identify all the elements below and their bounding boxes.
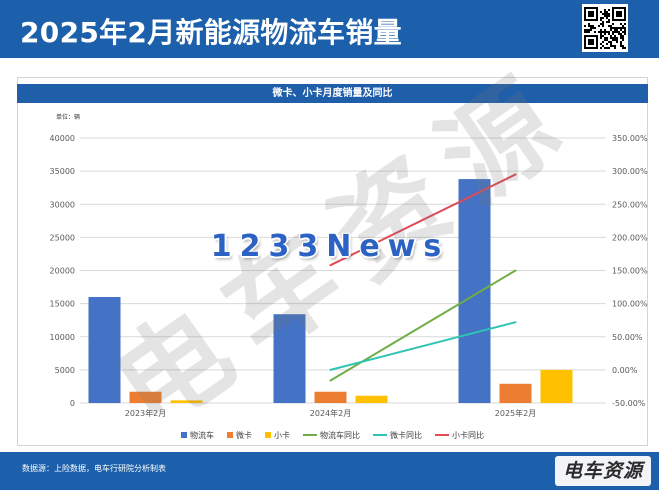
legend-swatch: [227, 432, 233, 438]
y2-axis-tick-label: 200.00%: [612, 233, 648, 242]
bar-series2-cat2: [540, 369, 573, 403]
header-banner: 2025年2月新能源物流车销量: [0, 0, 659, 58]
line-series5: [329, 173, 517, 267]
legend-line-swatch: [373, 434, 387, 436]
y2-axis-tick-label: -50.00%: [612, 399, 646, 408]
legend-item-micro-truck-yoy: 微卡同比: [373, 430, 422, 441]
brand-logo: 电车资源: [555, 456, 651, 486]
bar-series1-cat1: [314, 391, 347, 403]
legend-label: 微卡同比: [390, 430, 422, 440]
legend-item-mini-truck: 小卡: [265, 430, 290, 441]
legend-label: 微卡: [236, 430, 252, 440]
legend-item-logistics-yoy: 物流车同比: [303, 430, 360, 441]
bar-series2-cat0: [170, 400, 203, 403]
y-axis-tick-label: 5000: [55, 366, 75, 375]
footer-bar: 数据源：上险数据，电车行研院分析制表 电车资源: [0, 452, 659, 490]
y-axis-tick-label: 30000: [50, 200, 75, 209]
qr-code-image: [584, 7, 626, 49]
legend-item-micro-truck: 微卡: [227, 430, 252, 441]
bar-series0-cat0: [88, 297, 121, 403]
y2-axis-tick-label: 50.00%: [612, 333, 643, 342]
page-title: 2025年2月新能源物流车销量: [20, 16, 402, 49]
bar-series1-cat0: [129, 391, 162, 403]
legend-item-mini-truck-yoy: 小卡同比: [435, 430, 484, 441]
y2-axis-tick-label: 0.00%: [612, 366, 638, 375]
bar-series0-cat2: [458, 179, 491, 403]
chart-legend: 物流车 微卡 小卡 物流车同比 微卡同比 小卡同比: [17, 429, 648, 441]
y-axis-tick-label: 35000: [50, 167, 75, 176]
legend-line-swatch: [303, 434, 317, 436]
y-axis-tick-label: 40000: [50, 134, 75, 143]
qr-modules: [584, 7, 626, 49]
unit-label: 单位：辆: [56, 114, 81, 121]
y2-axis-tick-label: 300.00%: [612, 167, 648, 176]
legend-label: 物流车同比: [320, 430, 360, 440]
legend-label: 小卡同比: [452, 430, 484, 440]
y2-axis-tick-label: 150.00%: [612, 267, 648, 276]
y-axis-tick-label: 0: [70, 399, 75, 408]
legend-swatch: [181, 432, 187, 438]
legend-swatch: [265, 432, 271, 438]
bar-series0-cat1: [273, 314, 306, 403]
chart-title: 微卡、小卡月度销量及同比: [17, 84, 648, 103]
bar-series2-cat1: [355, 395, 388, 403]
y2-axis-tick-label: 100.00%: [612, 300, 648, 309]
qr-code: [582, 4, 628, 52]
legend-label: 物流车: [190, 430, 214, 440]
data-source-note: 数据源：上险数据，电车行研院分析制表: [22, 464, 166, 473]
x-axis-tick-label: 2024年2月: [310, 408, 351, 418]
legend-label: 小卡: [274, 430, 290, 440]
y2-axis-tick-label: 250.00%: [612, 200, 648, 209]
legend-item-logistics-vehicle: 物流车: [181, 430, 214, 441]
line-series4: [329, 321, 517, 371]
x-axis-tick-label: 2023年2月: [125, 408, 166, 418]
y2-axis-tick-label: 350.00%: [612, 134, 648, 143]
x-axis-tick-label: 2025年2月: [495, 408, 536, 418]
y-axis-tick-label: 15000: [50, 300, 75, 309]
y-axis-tick-label: 10000: [50, 333, 75, 342]
legend-line-swatch: [435, 434, 449, 436]
y-axis-tick-label: 25000: [50, 233, 75, 242]
y-axis-tick-label: 20000: [50, 267, 75, 276]
bar-series1-cat2: [499, 383, 532, 403]
